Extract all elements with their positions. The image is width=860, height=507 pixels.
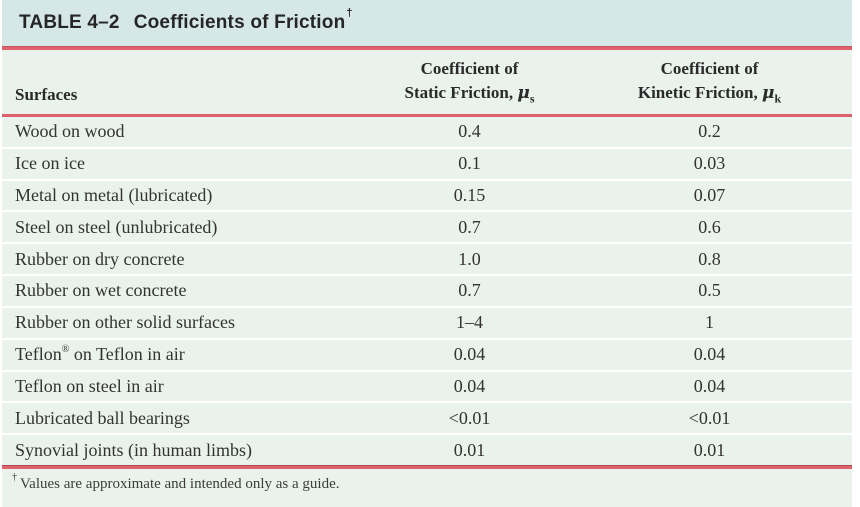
kinetic-cell: 0.8 bbox=[698, 248, 721, 269]
footnote-marker: † bbox=[12, 472, 17, 483]
static-cell: 0.01 bbox=[453, 439, 486, 460]
table-row: Wood on wood 0.4 0.2 bbox=[2, 117, 852, 149]
kinetic-cell: 0.6 bbox=[698, 216, 721, 237]
static-cell: 0.7 bbox=[458, 216, 481, 237]
table-row: Metal on metal (lubricated) 0.15 0.07 bbox=[2, 181, 852, 213]
surface-cell: Teflon® on Teflon in air bbox=[15, 344, 185, 365]
surface-cell: Ice on ice bbox=[15, 153, 85, 174]
kinetic-cell: <0.01 bbox=[688, 407, 731, 428]
bottom-rule bbox=[2, 465, 852, 469]
table-row: Lubricated ball bearings <0.01 <0.01 bbox=[2, 403, 852, 436]
column-header-static-friction: Coefficient of Static Friction, μs bbox=[404, 59, 535, 106]
kinetic-cell: 0.2 bbox=[698, 121, 721, 142]
static-cell: 0.04 bbox=[453, 375, 486, 396]
header-rule bbox=[2, 114, 852, 117]
static-cell: 1.0 bbox=[458, 248, 481, 269]
mu-symbol: μ bbox=[517, 82, 530, 103]
table-row: Ice on ice 0.1 0.03 bbox=[2, 149, 852, 181]
table-row: Steel on steel (unlubricated) 0.7 0.6 bbox=[2, 212, 852, 245]
surface-cell: Lubricated ball bearings bbox=[15, 407, 190, 428]
kinetic-cell: 0.03 bbox=[693, 153, 726, 174]
static-cell: 0.7 bbox=[458, 280, 481, 301]
column-header-row: Surfaces Coefficient of Static Friction,… bbox=[2, 50, 852, 114]
static-cell: 0.1 bbox=[458, 153, 481, 174]
surface-cell: Wood on wood bbox=[15, 121, 125, 142]
surface-cell: Teflon on steel in air bbox=[15, 375, 164, 396]
table-row: Teflon on steel in air 0.04 0.04 bbox=[2, 372, 852, 404]
footnote-text: Values are approximate and intended only… bbox=[20, 476, 340, 492]
kinetic-cell: 0.07 bbox=[693, 185, 726, 206]
kinetic-cell: 1 bbox=[705, 312, 714, 333]
table-row: Rubber on other solid surfaces 1–4 1 bbox=[2, 308, 852, 340]
table-title-bar: TABLE 4–2 Coefficients of Friction† bbox=[2, 0, 852, 46]
title-footnote-marker: † bbox=[346, 6, 353, 19]
mu-subscript-k: k bbox=[774, 91, 782, 106]
column-header-surfaces: Surfaces bbox=[15, 85, 78, 105]
surface-cell: Rubber on other solid surfaces bbox=[15, 312, 235, 333]
table-row: Rubber on wet concrete 0.7 0.5 bbox=[2, 276, 852, 308]
table-title: Coefficients of Friction† bbox=[133, 6, 353, 33]
mu-subscript-s: s bbox=[529, 91, 535, 106]
table-row: Teflon® on Teflon in air 0.04 0.04 bbox=[2, 340, 852, 372]
static-cell: 0.15 bbox=[453, 185, 486, 206]
surface-cell: Rubber on dry concrete bbox=[15, 248, 185, 269]
kinetic-cell: 0.5 bbox=[698, 280, 721, 301]
surface-cell: Rubber on wet concrete bbox=[15, 280, 187, 301]
surface-cell: Steel on steel (unlubricated) bbox=[15, 216, 218, 237]
static-cell: 0.4 bbox=[458, 121, 481, 142]
kinetic-cell: 0.04 bbox=[693, 344, 726, 365]
surface-cell: Synovial joints (in human limbs) bbox=[15, 439, 252, 460]
table-footnote: † Values are approximate and intended onl… bbox=[2, 469, 852, 507]
column-header-kinetic-friction: Coefficient of Kinetic Friction, μk bbox=[637, 59, 782, 106]
static-cell: <0.01 bbox=[448, 407, 491, 428]
static-cell: 1–4 bbox=[456, 312, 483, 333]
table-row: Rubber on dry concrete 1.0 0.8 bbox=[2, 244, 852, 277]
table-body: Wood on wood 0.4 0.2 Ice on ice 0.1 0.03… bbox=[2, 117, 852, 465]
mu-symbol: μ bbox=[762, 82, 775, 103]
title-rule bbox=[2, 46, 852, 50]
static-cell: 0.04 bbox=[453, 344, 486, 365]
kinetic-cell: 0.04 bbox=[693, 375, 726, 396]
table-number: TABLE 4–2 bbox=[19, 12, 120, 33]
kinetic-cell: 0.01 bbox=[693, 439, 726, 460]
table-row: Synovial joints (in human limbs) 0.01 0.… bbox=[2, 435, 852, 465]
surface-cell: Metal on metal (lubricated) bbox=[15, 185, 213, 206]
